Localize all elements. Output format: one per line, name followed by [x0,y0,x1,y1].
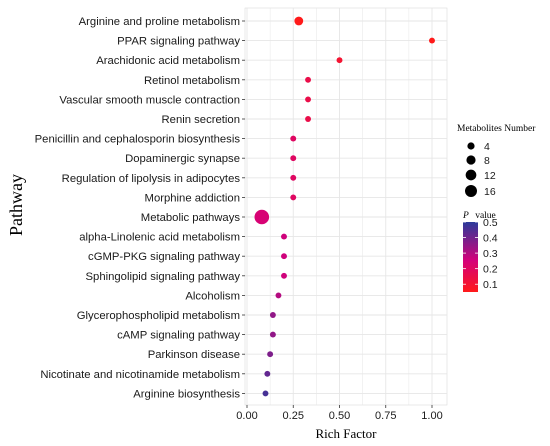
data-points [254,16,435,397]
data-point [267,351,274,358]
color-legend-label: 0.3 [483,248,498,260]
pathway-label: Parkinson disease [148,349,240,361]
size-legend-dot [466,155,476,165]
size-legend-dot [465,185,477,197]
pathway-label: alpha-Linolenic acid metabolism [79,232,240,244]
pathway-label: Metabolic pathways [141,212,241,224]
data-point [290,194,297,201]
data-point [305,76,311,83]
data-point [281,253,287,260]
size-legend-dot [465,169,477,181]
pathway-labels: Arginine and proline metabolism PPAR sign… [35,16,245,400]
data-point [290,174,297,181]
pathway-label: Arachidonic acid metabolism [96,55,240,67]
pathway-label: Regulation of lipolysis in adipocytes [62,173,241,185]
size-legend-label: 16 [484,186,496,198]
color-legend-label: 0.4 [483,233,498,245]
pathway-label: Glycerophospholipid metabolism [77,310,240,322]
color-legend-bar [463,222,478,292]
pathway-label: Arginine biosynthesis [133,388,240,400]
x-tick-label: 0.25 [283,410,304,422]
data-point [336,57,343,64]
pathway-label: Arginine and proline metabolism [79,16,240,28]
data-point [290,155,297,162]
pathway-label: Retinol metabolism [144,75,240,87]
data-point [262,390,269,397]
pathway-label: PPAR signaling pathway [117,36,240,48]
pathway-label: cGMP-PKG signaling pathway [88,251,240,263]
size-legend: Metabolites Number 4 8 12 16 [457,124,536,198]
pathway-label: Dopaminergic synapse [125,153,240,165]
data-point [294,16,304,26]
size-legend-dot [467,142,475,150]
color-legend: P value 0.5 0.4 0.3 0.2 0.1 [462,211,498,292]
gridlines [245,8,447,405]
size-legend-label: 4 [484,141,490,153]
y-axis-title: Pathway [6,174,26,236]
data-point [254,209,270,225]
pathway-label: cAMP signaling pathway [117,330,240,342]
data-point [305,96,311,103]
pathway-label: Vascular smooth muscle contraction [59,94,240,106]
color-legend-title-rest: value [475,211,496,221]
data-point [264,370,271,377]
size-legend-title: Metabolites Number [457,124,536,134]
pathway-label: Nicotinate and nicotinamide metabolism [40,369,240,381]
data-point [429,37,435,44]
x-axis-title: Rich Factor [315,426,377,441]
pathway-label: Sphingolipid signaling pathway [86,271,241,283]
color-legend-title: P value [462,211,496,221]
pathway-label: Morphine addiction [145,192,240,204]
x-tick-label: 0.75 [375,410,396,422]
pathway-label: Renin secretion [162,114,241,126]
size-legend-label: 8 [484,155,490,167]
x-tick-label: 0.50 [329,410,350,422]
data-point [281,233,287,240]
pathway-label: Penicillin and cephalosporin biosynthesi… [35,134,241,146]
data-point [305,116,311,122]
data-point [281,272,287,279]
data-point [269,312,276,318]
x-tick-label: 1.00 [421,410,442,422]
data-point [290,135,297,142]
panel-background [244,7,448,406]
color-legend-title-italic: P [462,211,469,221]
x-tick-label: 0.00 [236,410,257,422]
data-point [269,331,276,338]
pathway-label: Alcoholism [185,290,240,302]
color-legend-label: 0.5 [483,217,498,229]
x-axis-ticks: 0.00 0.25 0.50 0.75 1.00 [236,405,443,422]
data-point [275,292,282,299]
color-legend-label: 0.2 [483,264,498,276]
plot-panel [244,7,448,406]
size-legend-label: 12 [484,170,496,182]
color-legend-label: 0.1 [483,279,498,291]
